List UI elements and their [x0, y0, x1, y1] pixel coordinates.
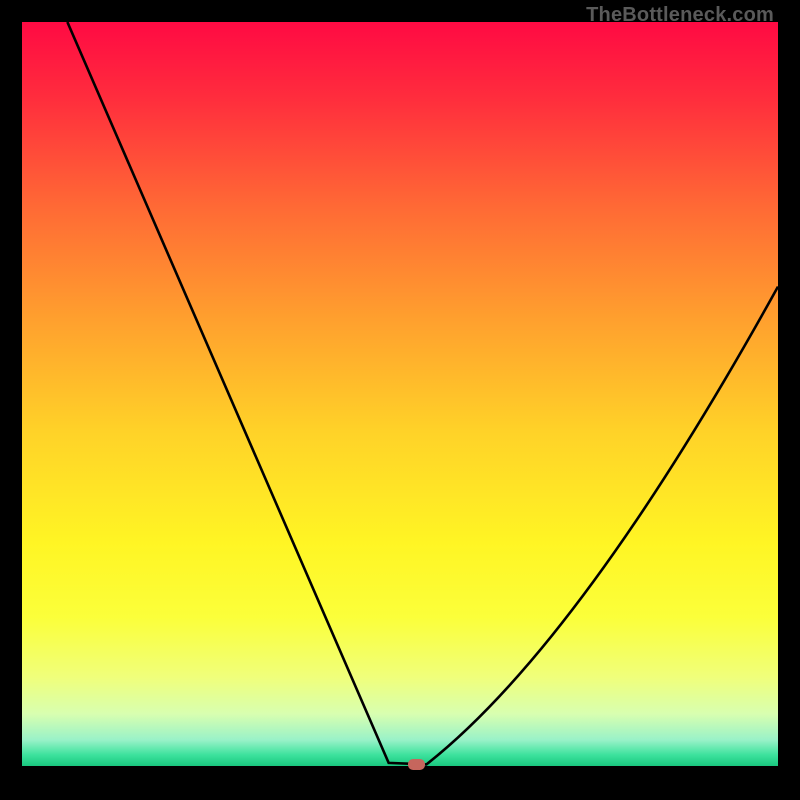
- optimal-point-marker: [408, 759, 425, 770]
- chart-container: TheBottleneck.com: [0, 0, 800, 800]
- bottleneck-curve: [22, 22, 778, 778]
- plot-area: [22, 22, 778, 778]
